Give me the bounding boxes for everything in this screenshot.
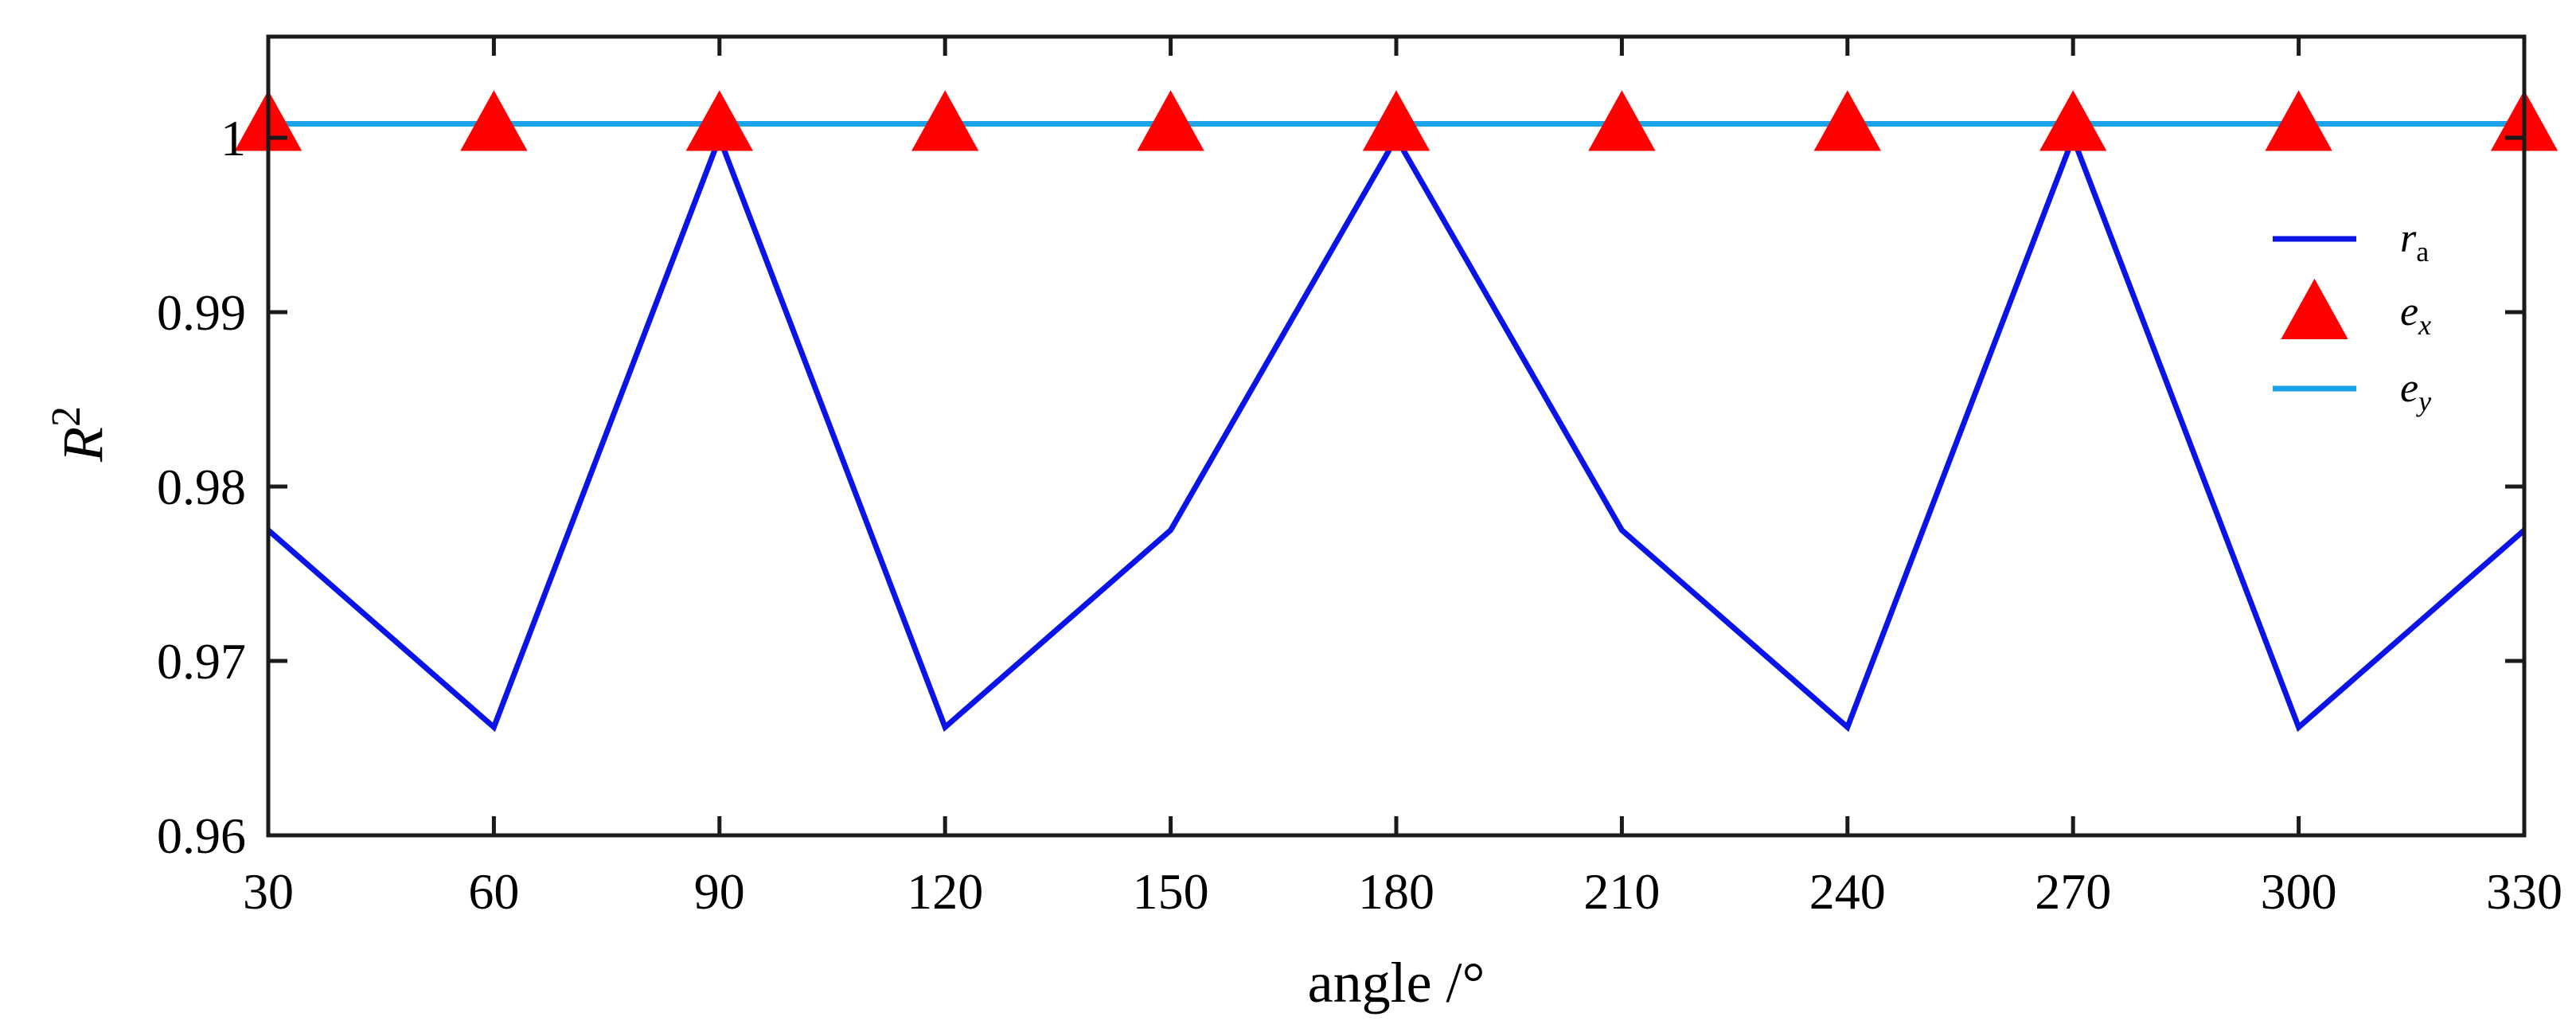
series-marker-ex <box>1137 90 1204 151</box>
legend-label-subscript: y <box>2416 385 2431 417</box>
series-line-ra <box>266 130 2527 733</box>
legend-label-ey: ey <box>2400 366 2431 417</box>
y-tick-label: 0.98 <box>157 459 246 515</box>
series-marker-ex <box>460 90 528 151</box>
x-tick-label: 180 <box>1358 863 1434 920</box>
ticks-layer <box>266 37 2527 838</box>
series-marker-ex <box>2039 90 2107 151</box>
legend-label-base: r <box>2400 216 2417 261</box>
tick-labels-layer: 30 60 90 120 150 180 210 240 270 300 330 0.96 0.97 0.… <box>157 110 2562 920</box>
series-marker-ex <box>685 90 753 151</box>
legend-label-ra: ra <box>2400 216 2429 268</box>
y-tick-label: 1 <box>221 110 246 166</box>
y-tick-label: 0.97 <box>157 633 246 690</box>
series-marker-ex <box>1362 90 1430 151</box>
y-tick-label: 0.96 <box>157 807 246 864</box>
series-marker-ex <box>911 90 979 151</box>
x-tick-label: 330 <box>2486 863 2562 920</box>
y-axis-title-superscript: 2 <box>44 406 89 427</box>
x-tick-label: 90 <box>694 863 745 920</box>
series-layer <box>234 90 2558 733</box>
series-marker-ex <box>1813 90 1881 151</box>
x-tick-label: 120 <box>907 863 983 920</box>
x-axis-title: angle /° <box>1308 951 1485 1014</box>
x-tick-label: 210 <box>1583 863 1660 920</box>
series-marker-ex <box>1588 90 1656 151</box>
series-marker-ex <box>2265 90 2332 151</box>
x-tick-label: 240 <box>1809 863 1886 920</box>
y-axis-title: R2 <box>44 406 115 463</box>
legend-label-base: e <box>2400 289 2418 334</box>
legend-label-ex: ex <box>2400 289 2431 341</box>
x-tick-label: 30 <box>243 863 294 920</box>
legend-label-subscript: x <box>2418 309 2431 341</box>
x-tick-label: 60 <box>468 863 519 920</box>
legend-label-subscript: a <box>2416 236 2429 268</box>
x-tick-label: 270 <box>2035 863 2111 920</box>
y-axis-title-base: R <box>51 427 115 463</box>
legend-label-base: e <box>2400 366 2418 411</box>
y-tick-label: 0.99 <box>157 284 246 341</box>
x-tick-label: 150 <box>1133 863 1209 920</box>
x-tick-label: 300 <box>2261 863 2337 920</box>
legend-swatch-ex <box>2281 278 2348 339</box>
